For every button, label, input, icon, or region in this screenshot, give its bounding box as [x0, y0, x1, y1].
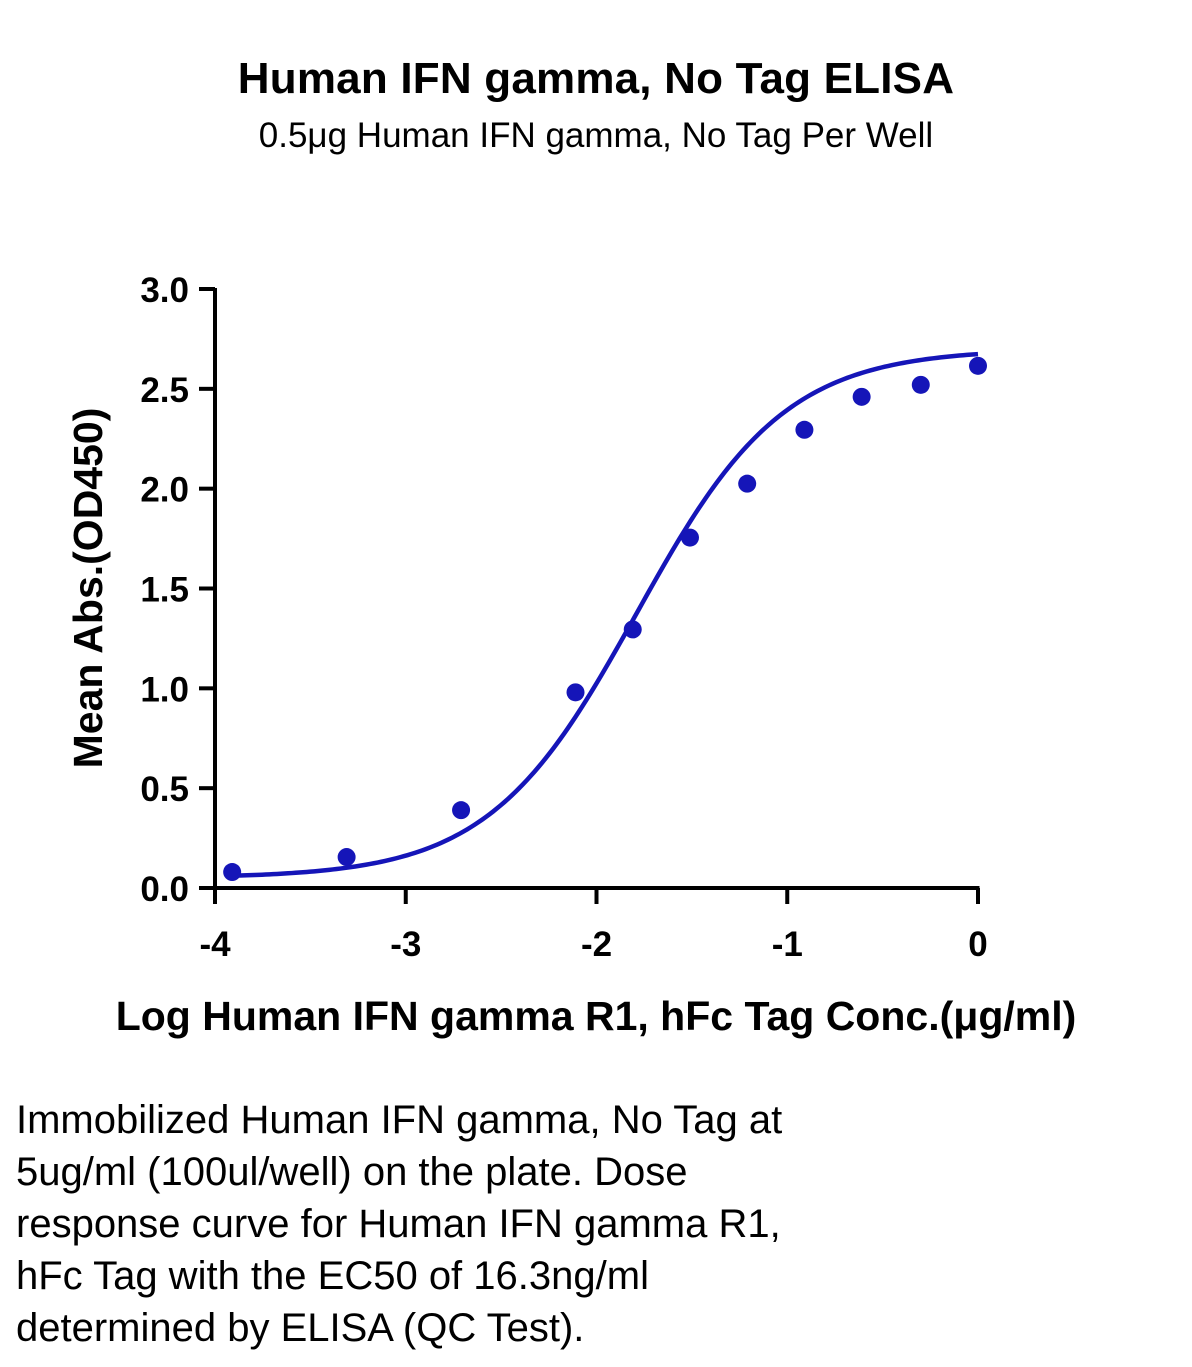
- chart-axes: 0.0 0.5 1.0 1.5 2.0 2.5 3.0 -4 -3 -2 -1 0: [140, 271, 987, 964]
- dose-response-chart: 0.0 0.5 1.0 1.5 2.0 2.5 3.0 -4 -3 -2 -1 0 Mean Abs.…: [65, 271, 1077, 1039]
- x-tick-label: -4: [199, 925, 231, 964]
- fitted-curve: [232, 351, 979, 879]
- y-tick-label: 1.0: [140, 670, 189, 709]
- data-point: [852, 387, 871, 406]
- y-tick-label: 2.5: [140, 371, 189, 410]
- figure-caption: Immobilized Human IFN gamma, No Tag at 5…: [16, 1098, 783, 1350]
- x-tick-label: -2: [581, 925, 612, 964]
- x-tick-label: -3: [390, 925, 421, 964]
- y-tick-label: 3.0: [140, 271, 189, 310]
- y-tick-label: 1.5: [140, 571, 189, 610]
- chart-title: Human IFN gamma, No Tag ELISA: [237, 54, 955, 103]
- x-axis-label: Log Human IFN gamma R1, hFc Tag Conc.(μg…: [116, 993, 1077, 1039]
- data-point: [911, 375, 930, 394]
- data-point: [738, 474, 757, 493]
- y-axis-label: Mean Abs.(OD450): [65, 408, 111, 769]
- data-point: [223, 863, 242, 882]
- data-point: [337, 848, 356, 867]
- data-point: [795, 420, 814, 439]
- data-point: [452, 801, 471, 820]
- y-tick-label: 0.5: [140, 770, 189, 809]
- data-point: [623, 620, 642, 639]
- y-tick-label: 2.0: [140, 471, 189, 510]
- data-point: [566, 683, 585, 702]
- x-tick-label: 0: [968, 925, 987, 964]
- data-point: [680, 528, 699, 547]
- x-tick-label: -1: [772, 925, 803, 964]
- chart-plot-area: [223, 351, 987, 882]
- chart-subtitle: 0.5μg Human IFN gamma, No Tag Per Well: [258, 116, 934, 155]
- y-tick-label: 0.0: [140, 870, 189, 909]
- data-point: [969, 356, 987, 375]
